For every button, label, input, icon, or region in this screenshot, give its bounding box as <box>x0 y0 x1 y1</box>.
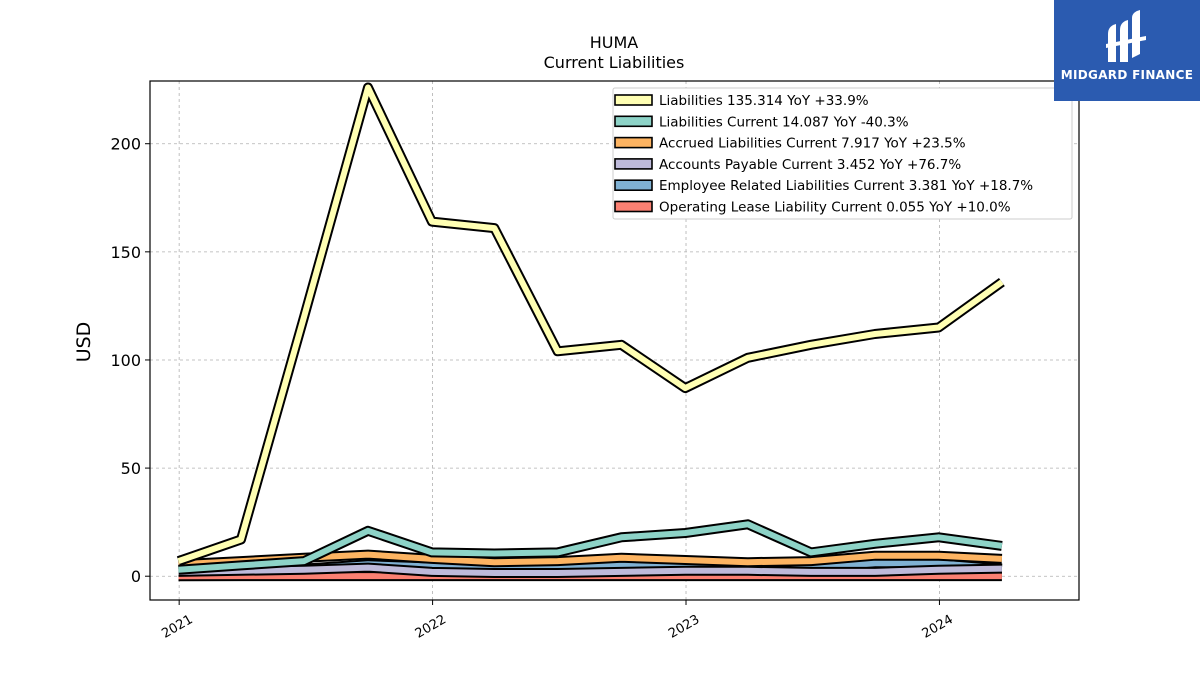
logo-text: MIDGARD FINANCE <box>1060 68 1194 82</box>
legend-swatch <box>614 158 653 170</box>
legend-swatch <box>614 94 653 106</box>
brand-logo: MIDGARD FINANCE <box>1054 0 1200 101</box>
legend-label: Accounts Payable Current 3.452 YoY +76.7… <box>659 157 961 173</box>
x-tick-label: 2024 <box>920 612 956 642</box>
legend-swatch <box>614 200 653 213</box>
series-line <box>177 84 1004 564</box>
legend-label: Liabilities 135.314 YoY +33.9% <box>659 93 869 109</box>
x-tick-label: 2022 <box>413 612 449 642</box>
series-accounts_payable <box>178 562 1003 578</box>
plot-frame <box>149 80 1080 601</box>
legend-frame <box>612 87 1073 220</box>
legend-swatch <box>614 136 653 149</box>
legend-label: Operating Lease Liability Current 0.055 … <box>659 200 1011 216</box>
series-line <box>178 564 1002 576</box>
chart-subtitle: Current Liabilities <box>544 53 685 72</box>
series-liabilities <box>176 82 1005 566</box>
y-tick-label: 50 <box>121 459 141 478</box>
y-axis: 0 50 100 150 200 <box>110 135 150 586</box>
legend: Liabilities 135.314 YoY +33.9% Liabilitie… <box>612 87 1073 220</box>
logo-mark-icon <box>1106 10 1146 62</box>
legend-label: Liabilities Current 14.087 YoY -40.3% <box>659 114 909 130</box>
chart-title: HUMA <box>590 33 639 52</box>
legend-swatch <box>614 179 653 191</box>
legend-swatch <box>614 115 653 128</box>
x-axis: 2021 2022 2023 2024 <box>159 600 956 642</box>
y-axis-label: USD <box>73 322 95 363</box>
x-tick-label: 2021 <box>159 612 195 642</box>
legend-label: Employee Related Liabilities Current 3.3… <box>659 178 1033 194</box>
y-tick-label: 150 <box>110 243 141 262</box>
legend-label: Accrued Liabilities Current 7.917 YoY +2… <box>659 136 966 152</box>
series-line <box>178 521 1003 573</box>
y-tick-label: 100 <box>110 351 141 370</box>
y-tick-label: 200 <box>110 135 141 154</box>
x-tick-label: 2023 <box>666 612 702 642</box>
series-liabilities_current <box>178 519 1003 575</box>
series-group <box>176 82 1005 582</box>
y-tick-label: 0 <box>131 567 141 586</box>
